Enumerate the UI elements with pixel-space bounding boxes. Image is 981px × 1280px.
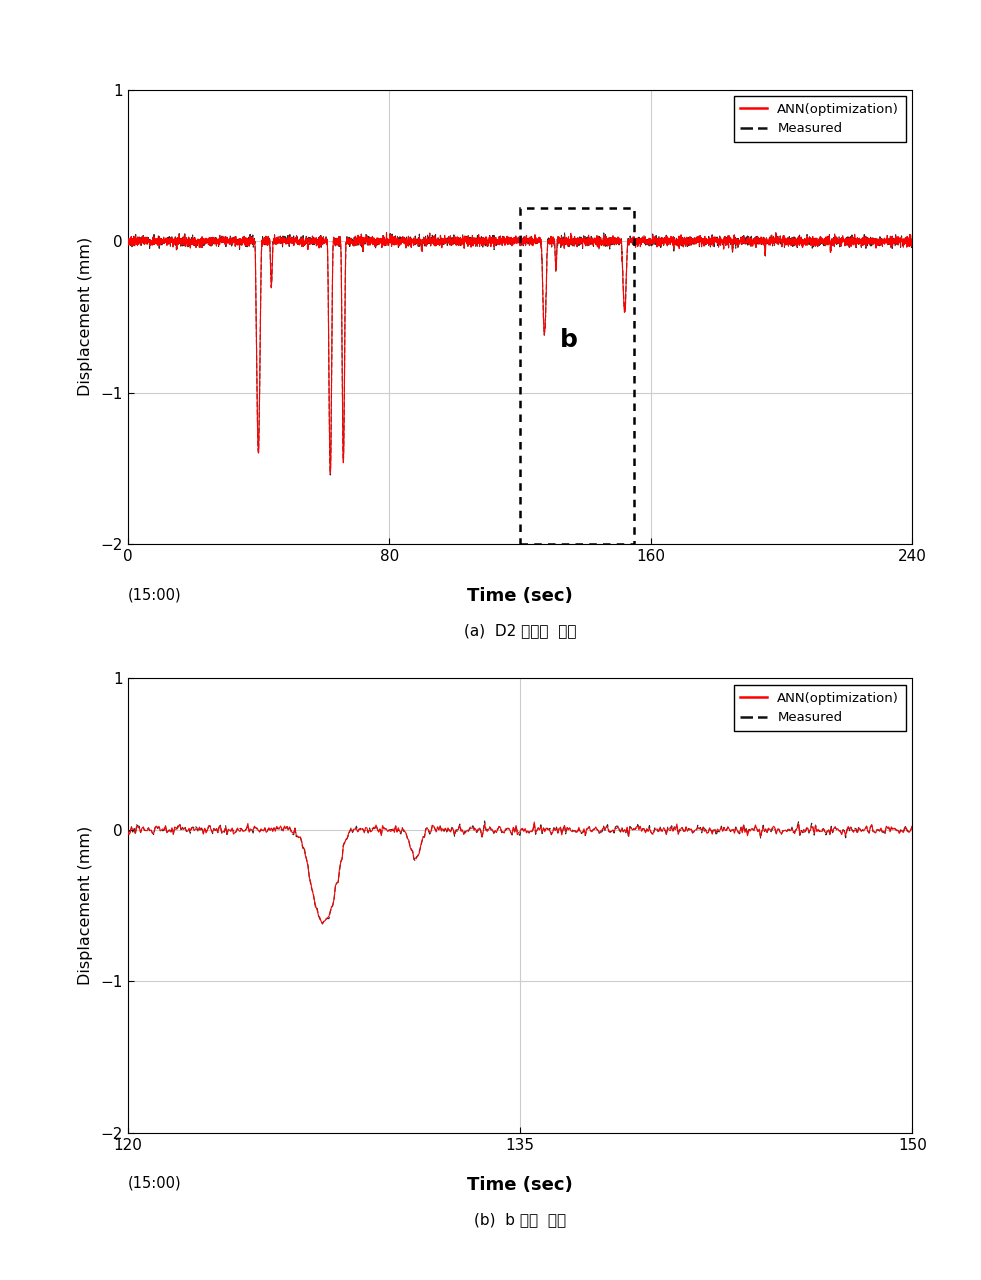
Text: (15:00): (15:00) xyxy=(128,1176,181,1190)
Legend: ANN(optimization), Measured: ANN(optimization), Measured xyxy=(734,96,905,142)
Y-axis label: Displacement (mm): Displacement (mm) xyxy=(78,826,93,986)
Text: (15:00): (15:00) xyxy=(128,588,181,602)
Y-axis label: Displacement (mm): Displacement (mm) xyxy=(78,237,93,397)
Bar xyxy=(520,207,635,544)
Text: Time (sec): Time (sec) xyxy=(467,588,573,605)
Text: (a)  D2 지점의  변위: (a) D2 지점의 변위 xyxy=(464,623,576,639)
Legend: ANN(optimization), Measured: ANN(optimization), Measured xyxy=(734,685,905,731)
Text: b: b xyxy=(560,328,578,352)
Text: (b)  b 구역  확대: (b) b 구역 확대 xyxy=(474,1212,566,1228)
Text: Time (sec): Time (sec) xyxy=(467,1176,573,1194)
